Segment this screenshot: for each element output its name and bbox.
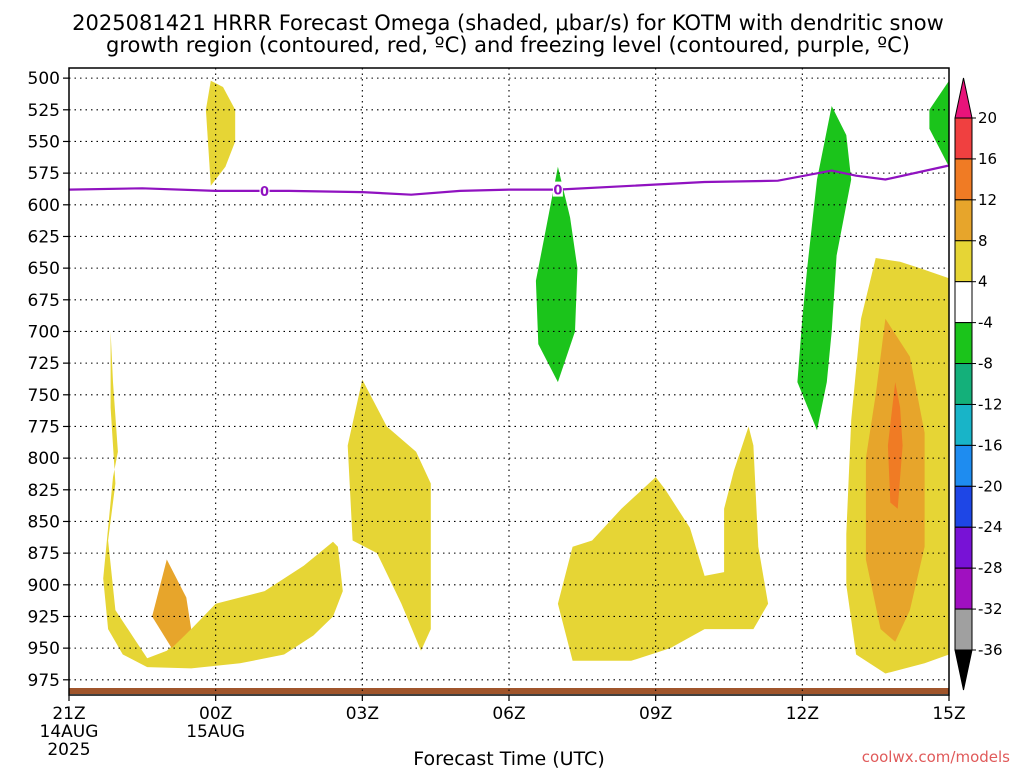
colorbar-label: -24 — [978, 518, 1003, 536]
freezing-level-label: 0 — [553, 184, 562, 199]
colorbar-segment — [954, 281, 973, 324]
chart-title: 2025081421 HRRR Forecast Omega (shaded, … — [72, 11, 944, 57]
x-tick-label: 06Z — [492, 704, 525, 724]
colorbar-label: -4 — [978, 314, 993, 332]
y-tick-label: 850 — [28, 512, 60, 532]
x-tick-date: 15AUG — [186, 722, 245, 742]
omega-region-0 — [205, 80, 236, 186]
colorbar-segment — [954, 608, 973, 651]
colorbar-top-arrow — [954, 77, 973, 119]
y-tick-label: 975 — [28, 671, 60, 691]
y-tick-label: 500 — [28, 69, 60, 89]
omega-regions — [103, 80, 949, 674]
y-tick-label: 750 — [28, 386, 60, 406]
y-tick-label: 950 — [28, 639, 60, 659]
x-tick-year: 2025 — [47, 740, 90, 760]
freezing-label-bg — [552, 181, 563, 197]
omega-region-10 — [929, 80, 949, 167]
colorbar-label: -8 — [978, 355, 993, 373]
omega-region-5 — [152, 559, 192, 649]
title-line-1: 2025081421 HRRR Forecast Omega (shaded, … — [72, 11, 944, 35]
colorbar-segment — [954, 567, 973, 610]
x-axis-label: Forecast Time (UTC) — [413, 748, 604, 768]
x-tick-label: 15Z — [932, 704, 965, 724]
colorbar-segment — [954, 240, 973, 283]
colorbar-label: -36 — [978, 641, 1003, 659]
freezing-level-line — [68, 164, 950, 196]
colorbar-segment — [954, 158, 973, 201]
colorbar-segment — [954, 322, 973, 365]
omega-region-7 — [887, 382, 903, 509]
y-tick-label: 600 — [28, 196, 60, 216]
y-tick-label: 875 — [28, 544, 60, 564]
colorbar-segment — [954, 444, 973, 487]
y-tick-label: 650 — [28, 259, 60, 279]
credit-link[interactable]: coolwx.com/models — [862, 748, 1010, 766]
colorbar: 20 16 12 8 4 -4 -8 -12 -16 -20 -24 -28 -32 -36 — [954, 77, 1003, 691]
y-tick-label: 725 — [28, 354, 60, 374]
colorbar-label: -28 — [978, 559, 1003, 577]
omega-region-3 — [557, 426, 769, 661]
colorbar-label: -32 — [978, 600, 1003, 618]
colorbar-label: 8 — [978, 232, 988, 250]
y-tick-label: 925 — [28, 607, 60, 627]
omega-region-1 — [103, 278, 343, 669]
y-tick-label: 800 — [28, 449, 60, 469]
y-tick-label: 550 — [28, 132, 60, 152]
colorbar-label: -20 — [978, 477, 1003, 495]
title-line-2: growth region (contoured, red, ºC) and f… — [106, 33, 910, 57]
y-tick-label: 700 — [28, 322, 60, 342]
x-tick-label: 09Z — [639, 704, 672, 724]
colorbar-segment — [954, 199, 973, 242]
colorbar-segment — [954, 117, 973, 160]
colorbar-label: 20 — [978, 109, 997, 127]
freezing-level-label: 0 — [260, 185, 269, 200]
x-tick-label: 00Z — [199, 704, 232, 724]
x-tick-label: 12Z — [786, 704, 819, 724]
y-tick-label: 625 — [28, 227, 60, 247]
grid-lines — [69, 68, 949, 695]
colorbar-segment — [954, 526, 973, 569]
colorbar-label: 16 — [978, 150, 997, 168]
y-axis: 500 525 550 575 600 625 650 675 700 725 750 775 800 8… — [28, 69, 69, 691]
y-tick-label: 575 — [28, 164, 60, 184]
freezing-label-bg — [259, 182, 270, 198]
colorbar-segment — [954, 363, 973, 405]
x-tick-label: 21Z — [52, 704, 85, 724]
omega-region-8 — [535, 166, 578, 383]
y-tick-label: 675 — [28, 291, 60, 311]
colorbar-label: -12 — [978, 395, 1003, 413]
colorbar-segment — [954, 403, 973, 446]
y-tick-label: 825 — [28, 481, 60, 501]
y-tick-label: 525 — [28, 101, 60, 121]
x-tick-label: 03Z — [346, 704, 379, 724]
y-tick-label: 775 — [28, 417, 60, 437]
colorbar-label: 12 — [978, 191, 997, 209]
omega-region-9 — [797, 106, 852, 431]
colorbar-segment — [954, 485, 973, 528]
x-tick-date: 14AUG — [40, 722, 99, 742]
omega-region-2 — [347, 379, 431, 651]
colorbar-label: -16 — [978, 436, 1003, 454]
y-tick-label: 900 — [28, 576, 60, 596]
colorbar-label: 4 — [978, 273, 988, 291]
colorbar-bottom-arrow — [954, 649, 973, 691]
